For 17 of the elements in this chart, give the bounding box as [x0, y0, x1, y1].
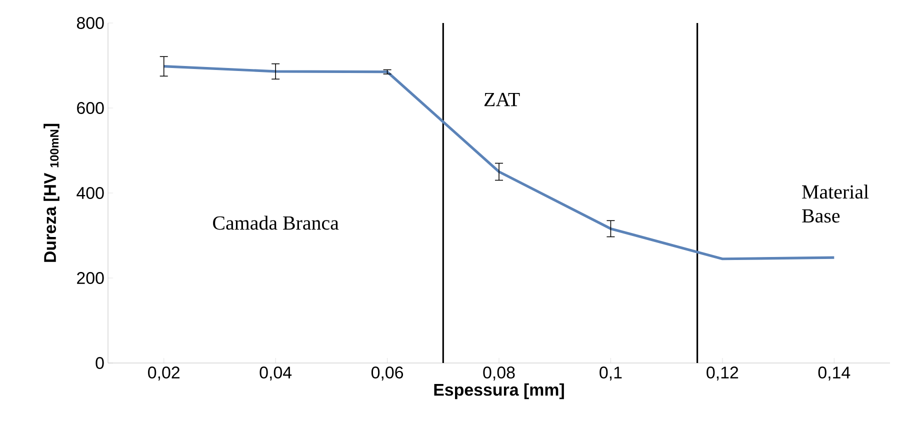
y-tick-label: 200 — [77, 272, 104, 284]
x-tick-label: 0,14 — [818, 366, 850, 381]
x-axis-title: Espessura [mm] — [434, 383, 564, 400]
y-tick-label: 600 — [77, 102, 104, 114]
x-tick-label: 0,06 — [371, 366, 404, 381]
x-tick-label: 0,12 — [706, 366, 738, 381]
x-tick-label: 0,08 — [483, 366, 515, 381]
x-tick-label: 0,1 — [600, 366, 622, 381]
y-axis-title: Dureza [HV $_{100mN}$] — [44, 124, 60, 262]
x-tick-label: 0,02 — [148, 366, 180, 381]
y-tick-label: 400 — [76, 187, 104, 199]
y-tick-label: 0 — [96, 357, 104, 369]
annotation: Camada Branca — [213, 216, 339, 230]
y-tick-label: 800 — [76, 17, 104, 29]
annotation: Material Base — [802, 184, 869, 223]
x-tick-label: 0,04 — [260, 366, 292, 381]
annotation: ZAT — [484, 92, 520, 106]
